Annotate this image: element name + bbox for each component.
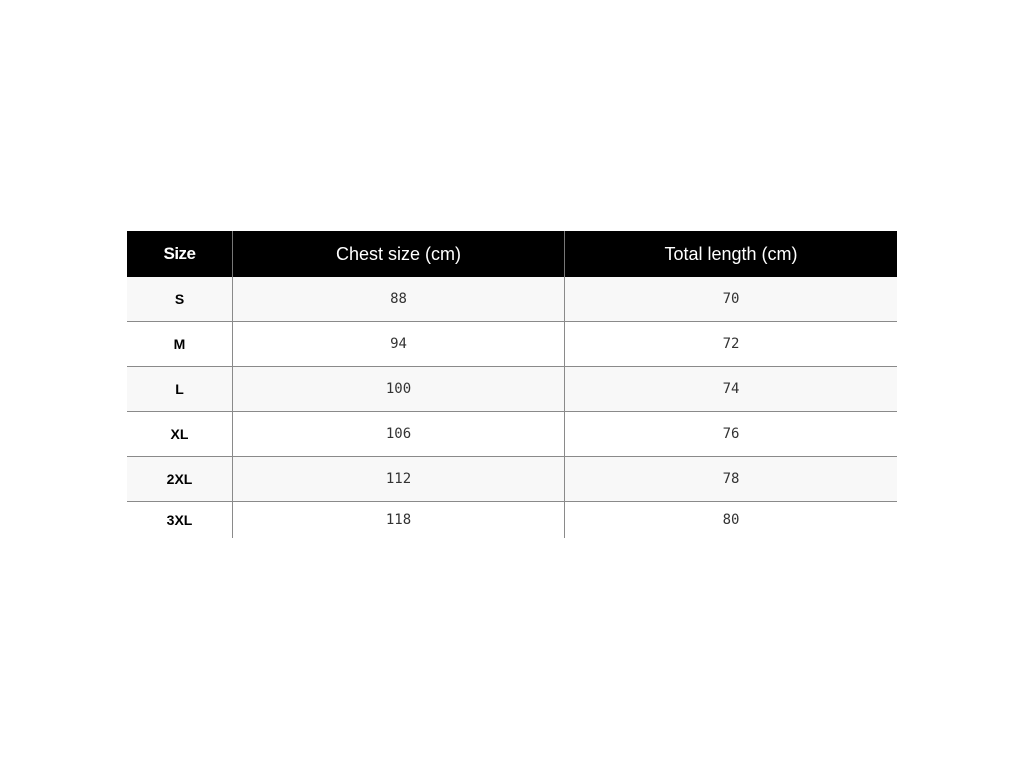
total-length-cell: 76 [722,426,740,442]
table-row: S 88 70 [127,277,897,322]
table-row: 3XL 118 80 [127,502,897,538]
size-chart-table: Size Chest size (cm) Total length (cm) S… [127,231,897,538]
total-length-cell: 78 [722,471,740,487]
chest-size-cell: 118 [233,502,565,538]
size-cell: M [127,322,233,366]
size-cell: L [127,367,233,411]
total-length-cell: 74 [722,381,740,397]
table-header: Size Chest size (cm) Total length (cm) [127,231,897,277]
size-cell: 2XL [127,457,233,501]
header-chest-size: Chest size (cm) [233,231,565,277]
total-length-cell: 72 [722,336,740,352]
chest-size-cell: 100 [233,367,565,411]
chest-size-cell: 112 [233,457,565,501]
chest-size-cell: 106 [233,412,565,456]
size-cell: 3XL [127,502,233,538]
total-length-cell: 70 [722,291,740,307]
table-row: L 100 74 [127,367,897,412]
size-cell: S [127,277,233,321]
table-row: 2XL 112 78 [127,457,897,502]
header-size: Size [127,231,233,277]
header-total-length: Total length (cm) [664,243,798,264]
table-row: XL 106 76 [127,412,897,457]
table-row: M 94 72 [127,322,897,367]
chest-size-cell: 88 [233,277,565,321]
chest-size-cell: 94 [233,322,565,366]
total-length-cell: 80 [722,512,740,528]
size-cell: XL [127,412,233,456]
